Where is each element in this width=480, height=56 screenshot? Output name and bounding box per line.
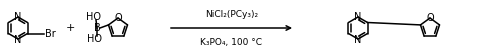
Text: N: N <box>14 11 22 22</box>
Text: O: O <box>114 12 121 23</box>
Text: HO: HO <box>86 12 101 22</box>
Text: Br: Br <box>45 29 55 39</box>
Text: +: + <box>65 23 74 33</box>
Text: HO: HO <box>87 34 102 44</box>
Text: N: N <box>354 34 361 45</box>
Text: N: N <box>354 11 361 22</box>
Text: NiCl₂(PCy₃)₂: NiCl₂(PCy₃)₂ <box>204 10 258 18</box>
Text: N: N <box>14 34 22 45</box>
Text: O: O <box>425 12 433 23</box>
Text: B: B <box>94 23 100 33</box>
Text: K₃PO₄, 100 °C: K₃PO₄, 100 °C <box>200 38 262 46</box>
